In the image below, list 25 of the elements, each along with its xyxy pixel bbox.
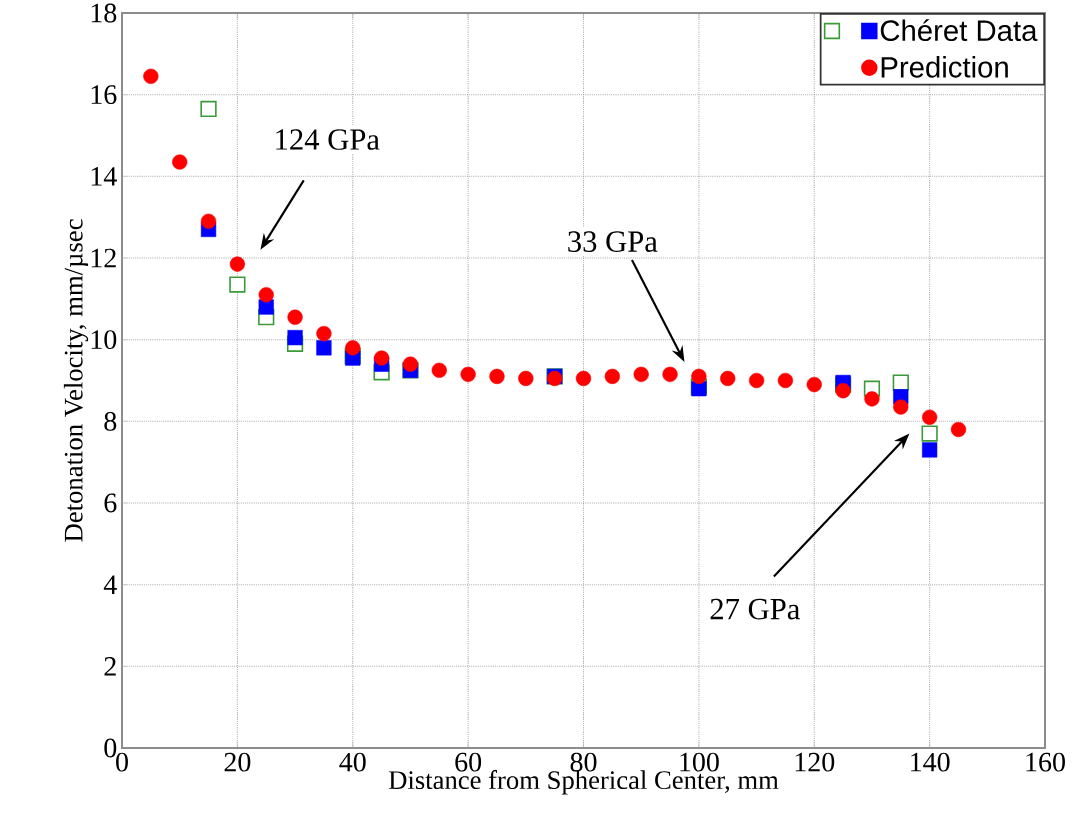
y-tick-label: 0 [104,738,117,758]
x-tick-label: 100 [680,752,719,772]
legend-label: Chéret Data [880,19,1038,42]
x-tick-label: 120 [795,752,835,772]
x-tick-label: 160 [1026,752,1065,772]
y-tick-label: 2 [104,657,116,676]
x-tick-label: 60 [455,752,482,772]
y-tick-label: 4 [103,575,117,594]
y-tick-label: 18 [91,3,117,23]
legend-label: Prediction [881,56,1008,78]
x-axis-title: Distance from Spherical Center, mm [388,770,779,795]
y-tick-label: 6 [104,493,117,513]
x-tick-label: 20 [224,752,251,772]
y-tick-label: 14 [91,167,117,186]
y-tick-label: 8 [104,411,117,431]
y-tick-label: 10 [91,330,117,350]
x-tick-label: 40 [339,752,366,772]
annotation: 33 GPa [568,231,658,252]
y-tick-label: 12 [91,248,116,268]
y-tick-label: 16 [91,85,117,105]
annotation: 27 GPa [710,598,800,620]
annotation: 124 GPa [276,129,380,150]
x-tick-label: 140 [911,752,950,772]
y-axis-title: Detonation Velocity, mm/µsec [63,219,89,542]
x-tick-label: 80 [570,752,597,772]
